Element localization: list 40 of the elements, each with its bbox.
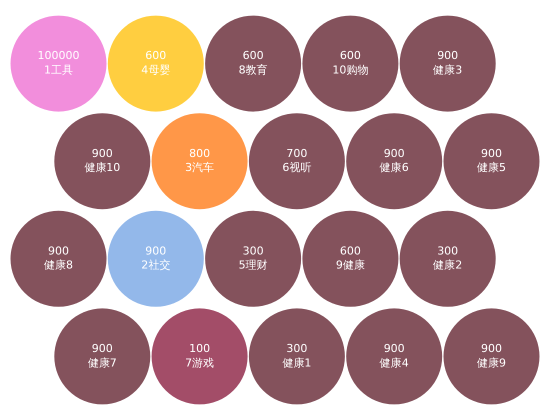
category-label: 健康8 (44, 258, 74, 272)
category-label: 8教育 (238, 63, 268, 76)
category-label: 7游戏 (185, 356, 214, 370)
category-label: 5理财 (238, 258, 268, 272)
data-label: 300 (286, 342, 308, 356)
category-label: 健康4 (380, 356, 409, 370)
category-label: 10购物 (332, 63, 368, 76)
data-label: 100 (189, 342, 210, 356)
category-label: 健康5 (476, 161, 506, 174)
data-label: 900 (145, 244, 166, 258)
category-label: 健康3 (433, 63, 462, 76)
data-label: 900 (92, 342, 113, 356)
data-label: 900 (437, 49, 458, 62)
data-label: 600 (145, 49, 166, 62)
data-label: 100000 (38, 49, 80, 62)
data-label: 700 (286, 146, 308, 160)
data-label: 900 (384, 146, 405, 160)
category-label: 健康2 (433, 258, 462, 272)
data-label: 900 (480, 146, 502, 160)
data-label: 600 (340, 244, 361, 258)
category-label: 2社交 (141, 258, 170, 272)
data-label: 300 (242, 244, 264, 258)
category-label: 1工具 (44, 63, 74, 76)
data-label: 900 (92, 146, 113, 160)
data-label: 900 (48, 244, 70, 258)
data-label: 600 (340, 49, 361, 62)
category-label: 健康6 (380, 161, 409, 174)
category-label: 健康9 (476, 356, 506, 370)
category-label: 健康7 (88, 356, 117, 370)
data-label: 900 (384, 342, 405, 356)
category-label: 健康1 (282, 356, 312, 370)
category-label: 4母婴 (141, 63, 170, 76)
category-label: 6视听 (282, 161, 312, 174)
data-label: 900 (480, 342, 502, 356)
data-label: 600 (242, 49, 264, 62)
data-label: 300 (437, 244, 458, 258)
data-label: 800 (189, 146, 210, 160)
category-label: 9健康 (336, 258, 365, 272)
category-label: 健康10 (84, 161, 120, 174)
category-label: 3汽车 (185, 161, 214, 174)
